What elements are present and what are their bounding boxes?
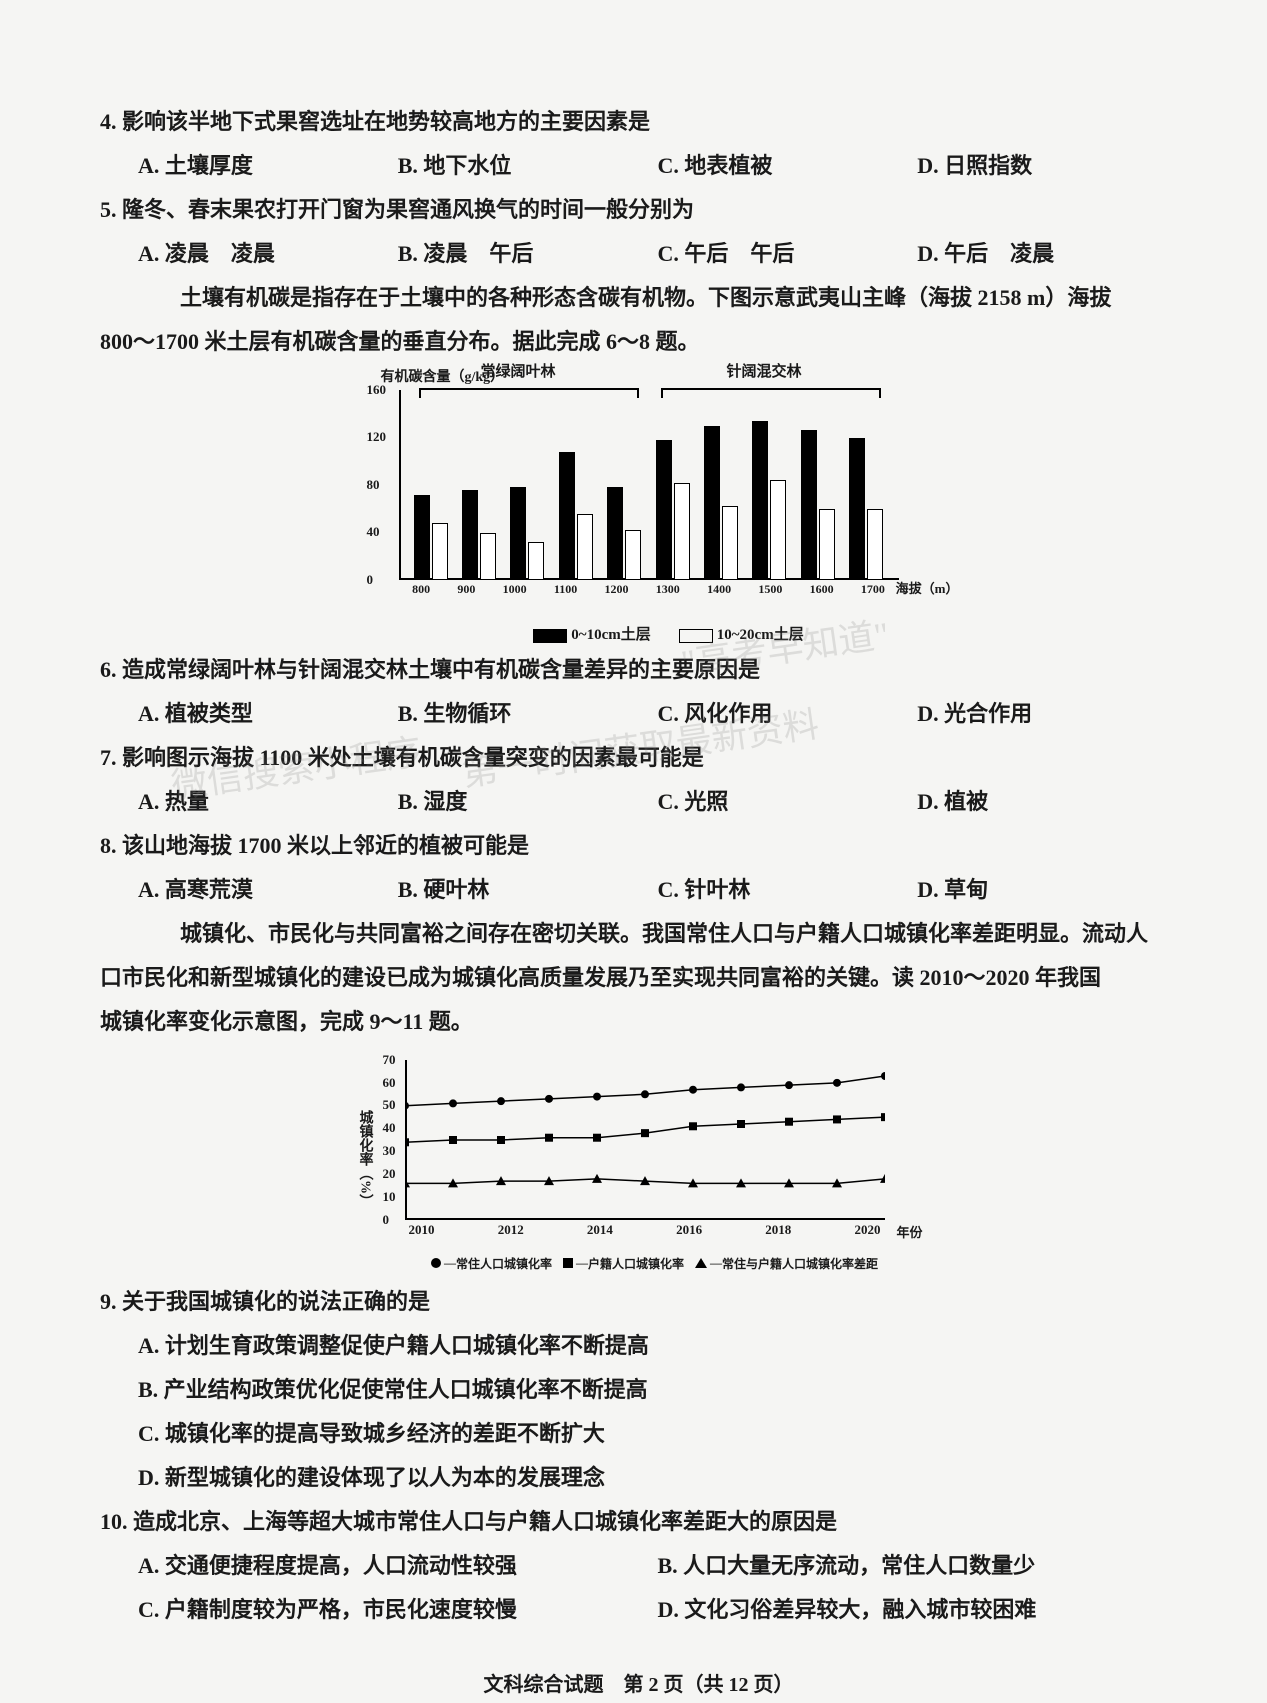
- q7-opt-c: C. 光照: [658, 780, 918, 824]
- q9-opt-a: A. 计划生育政策调整促使户籍人口城镇化率不断提高: [100, 1324, 1177, 1368]
- q6-options: A. 植被类型 B. 生物循环 C. 风化作用 D. 光合作用: [100, 692, 1177, 736]
- organic-carbon-bar-chart: 有机碳含量（g/kg） 常绿阔叶林 针阔混交林 0 40 80 120 160 …: [339, 370, 939, 640]
- chart2-xlabels: 201020122014201620182020: [405, 1222, 885, 1238]
- q6-opt-a: A. 植被类型: [138, 692, 398, 736]
- chart2-ylabel: 城镇化率（%）: [355, 1110, 375, 1208]
- q9-opt-c: C. 城镇化率的提高导致城乡经济的差距不断扩大: [100, 1412, 1177, 1456]
- q10-stem: 10. 造成北京、上海等超大城市常住人口与户籍人口城镇化率差距大的原因是: [100, 1500, 1177, 1544]
- q6-opt-c: C. 风化作用: [658, 692, 918, 736]
- passage1-line2: 800～1700 米土层有机碳含量的垂直分布。据此完成 6～8 题。: [100, 320, 1177, 364]
- q8-opt-b: B. 硬叶林: [398, 868, 658, 912]
- q9-opt-b: B. 产业结构政策优化促使常住人口城镇化率不断提高: [100, 1368, 1177, 1412]
- q4-stem: 4. 影响该半地下式果窖选址在地势较高地方的主要因素是: [100, 100, 1177, 144]
- chart2-legend: —常住人口城镇化率 —户籍人口城镇化率 —常住与户籍人口城镇化率差距: [405, 1255, 905, 1273]
- urbanization-line-chart: 城镇化率（%） 0 10 20 30 40 50 60 70 201020122…: [349, 1050, 929, 1270]
- q5-stem: 5. 隆冬、春末果农打开门窗为果窖通风换气的时间一般分别为: [100, 188, 1177, 232]
- q7-stem: 7. 影响图示海拔 1100 米处土壤有机碳含量突变的因素最可能是: [100, 736, 1177, 780]
- q4-opt-a: A. 土壤厚度: [138, 144, 398, 188]
- q7-opt-b: B. 湿度: [398, 780, 658, 824]
- q6-opt-b: B. 生物循环: [398, 692, 658, 736]
- q10-opt-a: A. 交通便捷程度提高，人口流动性较强: [138, 1544, 658, 1588]
- passage1-line1: 土壤有机碳是指存在于土壤中的各种形态含碳有机物。下图示意武夷山主峰（海拔 215…: [100, 276, 1177, 320]
- q8-opt-a: A. 高寒荒漠: [138, 868, 398, 912]
- q10-opt-d: D. 文化习俗差异较大，融入城市较困难: [658, 1588, 1178, 1632]
- q9-stem: 9. 关于我国城镇化的说法正确的是: [100, 1280, 1177, 1324]
- q10-options-row2: C. 户籍制度较为严格，市民化速度较慢 D. 文化习俗差异较大，融入城市较困难: [100, 1588, 1177, 1632]
- q6-stem: 6. 造成常绿阔叶林与针阔混交林土壤中有机碳含量差异的主要原因是: [100, 648, 1177, 692]
- q5-opt-c: C. 午后 午后: [658, 232, 918, 276]
- q4-opt-d: D. 日照指数: [917, 144, 1177, 188]
- q8-options: A. 高寒荒漠 B. 硬叶林 C. 针叶林 D. 草甸: [100, 868, 1177, 912]
- q7-options: A. 热量 B. 湿度 C. 光照 D. 植被: [100, 780, 1177, 824]
- passage2-line3: 城镇化率变化示意图，完成 9～11 题。: [100, 1000, 1177, 1044]
- page-footer: 文科综合试题 第 2 页（共 12 页）: [100, 1668, 1177, 1697]
- q9-opt-d: D. 新型城镇化的建设体现了以人为本的发展理念: [100, 1456, 1177, 1500]
- q5-opt-d: D. 午后 凌晨: [917, 232, 1177, 276]
- q8-stem: 8. 该山地海拔 1700 米以上邻近的植被可能是: [100, 824, 1177, 868]
- bracket-label-1: 常绿阔叶林: [481, 360, 556, 381]
- q7-opt-d: D. 植被: [917, 780, 1177, 824]
- passage2-line1: 城镇化、市民化与共同富裕之间存在密切关联。我国常住人口与户籍人口城镇化率差距明显…: [100, 912, 1177, 956]
- q4-opt-b: B. 地下水位: [398, 144, 658, 188]
- q6-opt-d: D. 光合作用: [917, 692, 1177, 736]
- q8-opt-d: D. 草甸: [917, 868, 1177, 912]
- chart2-xunit: 年份: [897, 1222, 923, 1241]
- chart1-xlabel: 海拔（m）: [896, 578, 959, 597]
- q10-opt-c: C. 户籍制度较为严格，市民化速度较慢: [138, 1588, 658, 1632]
- passage2-line2: 口市民化和新型城镇化的建设已成为城镇化高质量发展乃至实现共同富裕的关键。读 20…: [100, 956, 1177, 1000]
- q5-opt-b: B. 凌晨 午后: [398, 232, 658, 276]
- q4-options: A. 土壤厚度 B. 地下水位 C. 地表植被 D. 日照指数: [100, 144, 1177, 188]
- bracket-label-2: 针阔混交林: [727, 360, 802, 381]
- q5-opt-a: A. 凌晨 凌晨: [138, 232, 398, 276]
- chart1-legend: 0~10cm土层 10~20cm土层: [459, 623, 879, 644]
- q5-options: A. 凌晨 凌晨 B. 凌晨 午后 C. 午后 午后 D. 午后 凌晨: [100, 232, 1177, 276]
- q8-opt-c: C. 针叶林: [658, 868, 918, 912]
- q10-opt-b: B. 人口大量无序流动，常住人口数量少: [658, 1544, 1178, 1588]
- q7-opt-a: A. 热量: [138, 780, 398, 824]
- q10-options-row1: A. 交通便捷程度提高，人口流动性较强 B. 人口大量无序流动，常住人口数量少: [100, 1544, 1177, 1588]
- q4-opt-c: C. 地表植被: [658, 144, 918, 188]
